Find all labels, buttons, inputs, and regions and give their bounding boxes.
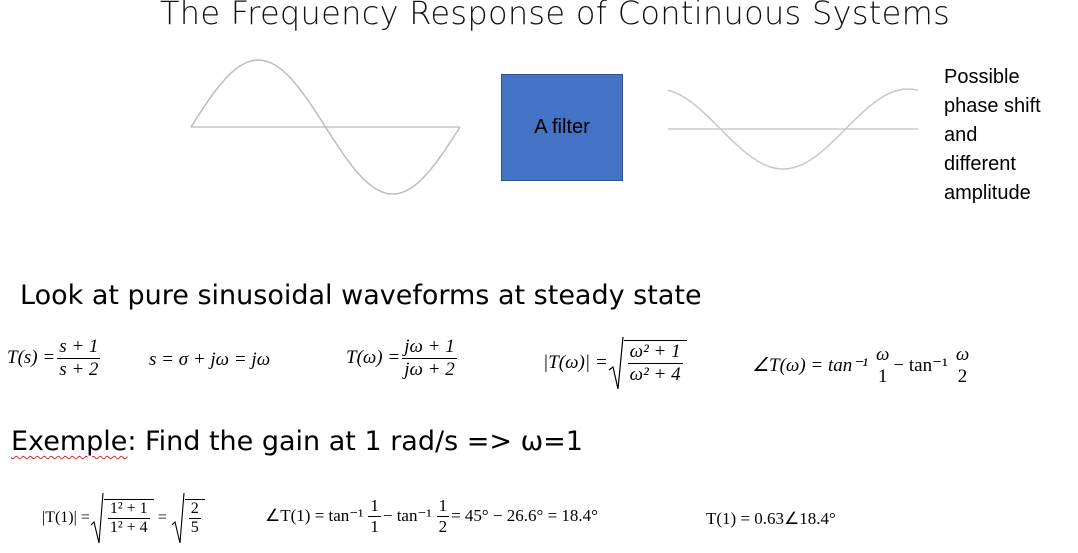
ex-phase-f1-denominator: 1	[370, 516, 379, 536]
side-note-line: phase shift	[944, 95, 1041, 117]
sqrt-radical-icon	[171, 492, 185, 544]
tw-denominator: jω + 2	[404, 358, 455, 380]
ts-denominator: s + 2	[59, 358, 99, 380]
tw-lhs: T(ω) =	[346, 347, 401, 369]
ex-phase-f1-numerator: 1	[368, 496, 381, 517]
ex-phase-lhs: ∠T(1) = tan⁻¹	[265, 506, 364, 526]
side-note: Possible phase shift and different ampli…	[944, 63, 1041, 208]
output-sine-wave	[667, 88, 919, 170]
mag-fraction: ω² + 1 ω² + 4	[627, 341, 683, 386]
ts-numerator: s + 1	[57, 336, 101, 359]
filter-block: A filter	[501, 74, 623, 181]
ex-mag-denominator: 1² + 4	[109, 519, 148, 536]
equation-ts: T(s) = s + 1 s + 2	[7, 336, 102, 381]
ts-lhs: T(s) =	[7, 347, 56, 369]
phase-lhs: ∠T(ω) = tan⁻¹	[752, 355, 868, 377]
equation-example-magnitude: |T(1)| = 1² + 1 1² + 4 = 2 5	[42, 492, 205, 544]
mag-numerator: ω² + 1	[627, 341, 683, 364]
example-task: : Find the gain at 1 rad/s => ω=1	[127, 426, 583, 457]
side-note-line: and	[944, 124, 978, 146]
phase-fraction-1: ω 1	[874, 344, 891, 388]
equation-tw: T(ω) = jω + 1 jω + 2	[346, 336, 459, 381]
phase-minus: − tan⁻¹	[893, 355, 948, 377]
mag-denominator: ω² + 4	[629, 364, 681, 385]
ex-mag-result-fraction: 2 5	[188, 500, 201, 538]
ts-fraction: s + 1 s + 2	[57, 336, 101, 381]
ex-mag-equals: =	[157, 509, 167, 526]
ex-phase-minus: − tan⁻¹	[382, 506, 432, 526]
phase-f2-denominator: 2	[957, 365, 968, 387]
section-heading-steady-state: Look at pure sinusoidal waveforms at ste…	[20, 280, 702, 311]
side-note-line: Possible	[944, 66, 1020, 88]
equation-phase: ∠T(ω) = tan⁻¹ ω 1 − tan⁻¹ ω 2	[752, 344, 973, 388]
phase-f1-denominator: 1	[877, 365, 888, 387]
ex-mag-lhs: |T(1)| =	[42, 509, 90, 526]
input-sine-wave	[190, 59, 461, 195]
phase-f2-numerator: ω	[955, 344, 970, 365]
sqrt-radical-icon	[90, 492, 104, 544]
example-word: Exemple	[11, 426, 128, 457]
page-title: The Frequency Response of Continuous Sys…	[159, 0, 951, 32]
tw-fraction: jω + 1 jω + 2	[402, 336, 457, 381]
ex-mag-sqrt: 1² + 1 1² + 4	[90, 492, 154, 544]
filter-label: A filter	[534, 116, 590, 138]
mag-lhs: |T(ω)| =	[543, 352, 608, 373]
ex-mag-result-denominator: 5	[190, 519, 199, 536]
section-heading-example: Exemple: Find the gain at 1 rad/s => ω=1	[11, 426, 583, 457]
ex-mag-numerator: 1² + 1	[107, 500, 150, 519]
ex-phase-result: = 45° − 26.6° = 18.4°	[451, 506, 598, 526]
ex-mag-result-numerator: 2	[188, 500, 201, 519]
ex-phase-f2-numerator: 1	[436, 496, 450, 517]
ex-mag-result-sqrt: 2 5	[171, 492, 205, 544]
phase-fraction-2: ω 2	[954, 344, 971, 388]
ex-phase-fraction-2: 1 2	[436, 496, 450, 536]
ex-phase-f2-denominator: 2	[438, 516, 448, 536]
equation-s-definition: s = σ + jω = jω	[149, 349, 271, 370]
tw-numerator: jω + 1	[402, 336, 457, 359]
phase-f1-numerator: ω	[876, 344, 890, 365]
side-note-line: amplitude	[944, 182, 1031, 204]
equation-magnitude: |T(ω)| = ω² + 1 ω² + 4	[543, 336, 687, 390]
mag-sqrt: ω² + 1 ω² + 4	[608, 336, 687, 390]
ex-mag-fraction: 1² + 1 1² + 4	[107, 500, 150, 538]
ex-phase-fraction-1: 1 1	[368, 496, 381, 536]
equation-example-result: T(1) = 0.63∠18.4°	[706, 509, 836, 528]
side-note-line: different	[944, 153, 1016, 175]
sqrt-radical-icon	[608, 336, 624, 390]
equation-example-phase: ∠T(1) = tan⁻¹ 1 1 − tan⁻¹ 1 2 = 45° − 26…	[265, 496, 598, 536]
